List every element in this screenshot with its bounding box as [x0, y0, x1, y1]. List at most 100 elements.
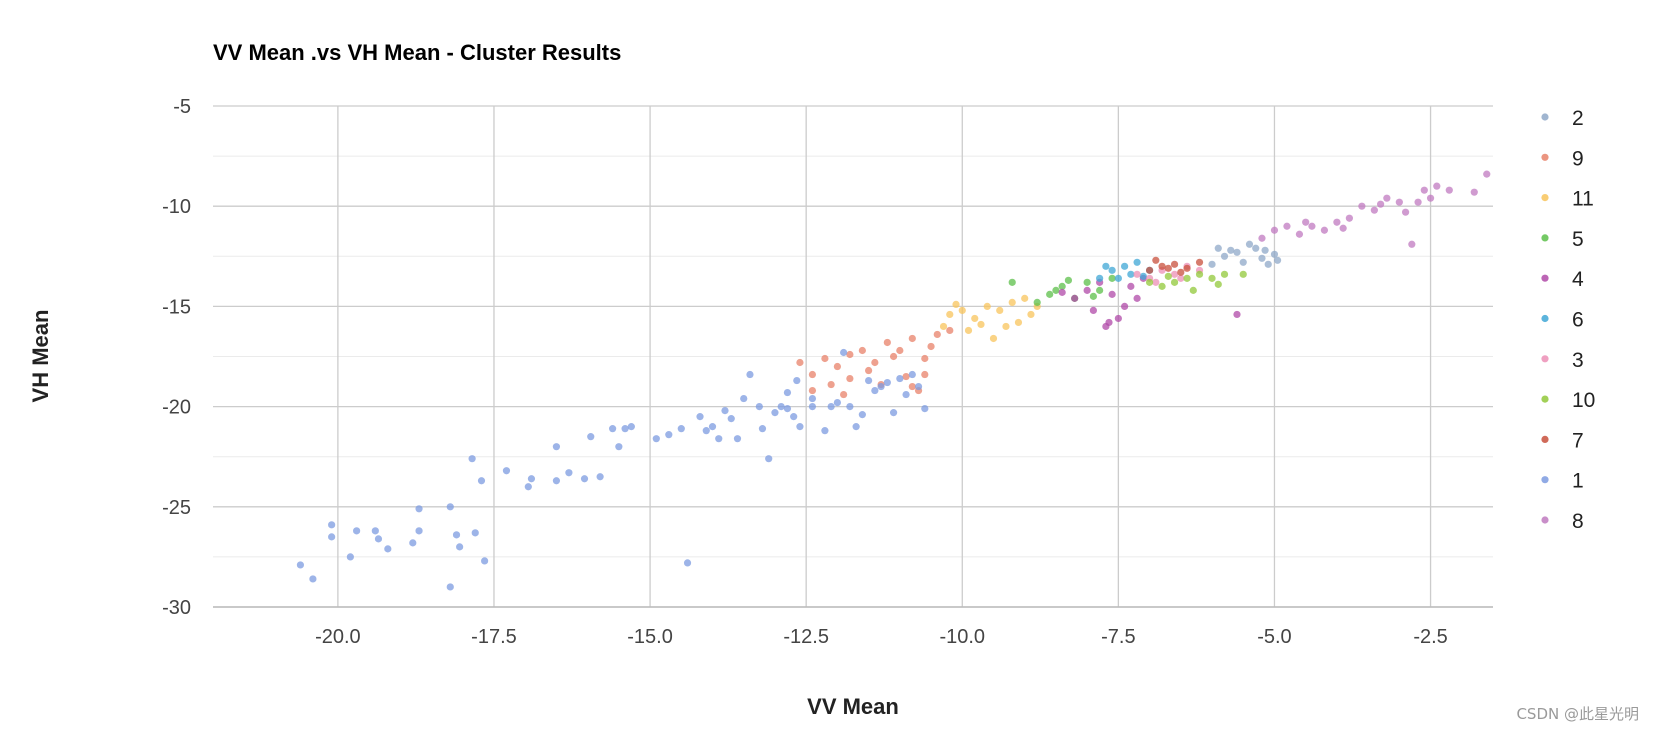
data-point [1121, 262, 1129, 270]
data-point [858, 346, 866, 355]
data-point [446, 583, 454, 591]
data-point [1370, 206, 1378, 214]
data-point [914, 382, 923, 391]
data-point [1033, 298, 1041, 306]
data-point [353, 527, 361, 535]
legend-item[interactable]: 2 [1541, 107, 1584, 130]
data-point [1245, 240, 1254, 248]
data-point [1133, 270, 1141, 278]
data-point [808, 386, 817, 395]
data-point [1208, 260, 1216, 268]
data-point [902, 372, 910, 381]
data-point [296, 561, 305, 569]
data-point [958, 306, 966, 315]
data-point [702, 427, 710, 435]
data-point [1170, 270, 1179, 278]
data-point [1083, 286, 1091, 294]
data-point [1333, 218, 1341, 226]
legend-item[interactable]: 5 [1541, 228, 1584, 251]
data-point [1345, 214, 1353, 222]
data-point [1127, 270, 1135, 278]
data-point [587, 433, 595, 441]
data-point [755, 403, 763, 411]
data-point [1096, 286, 1104, 294]
data-point [896, 374, 904, 383]
series-8 [1258, 170, 1491, 248]
watermark: CSDN @此星光明 [1516, 705, 1639, 723]
legend-marker [1541, 274, 1549, 282]
data-point [481, 557, 489, 565]
legend-label: 5 [1572, 228, 1584, 251]
series-9 [796, 326, 954, 399]
data-point [627, 423, 635, 431]
data-point [1089, 292, 1097, 300]
data-point [1414, 198, 1422, 206]
legend: 2 9 11 5 4 6 3 10 7 1 8 [1541, 107, 1595, 533]
data-point [409, 539, 417, 547]
legend-item[interactable]: 11 [1541, 188, 1594, 211]
data-point [1320, 226, 1329, 234]
data-point [1145, 266, 1154, 274]
data-point [1105, 318, 1113, 327]
legend-marker [1541, 194, 1549, 202]
data-point [1189, 286, 1197, 294]
data-point [865, 376, 873, 385]
legend-marker [1541, 153, 1549, 161]
x-axis-title: VV Mean [807, 694, 899, 719]
legend-item[interactable]: 9 [1541, 147, 1584, 170]
data-point [777, 403, 785, 411]
data-point [1377, 200, 1385, 208]
y-tick-label: -20 [162, 397, 191, 419]
data-point [1233, 310, 1241, 319]
data-point [933, 330, 941, 339]
data-point [1408, 240, 1416, 248]
legend-label: 7 [1572, 429, 1584, 452]
legend-item[interactable]: 1 [1541, 470, 1584, 493]
legend-item[interactable]: 3 [1541, 349, 1584, 372]
data-point [896, 346, 904, 355]
data-point [415, 505, 423, 513]
data-point [468, 455, 476, 463]
y-tick-label: -15 [162, 296, 191, 318]
x-tick-label: -7.5 [1101, 626, 1135, 648]
data-point [1139, 272, 1147, 280]
data-point [1401, 208, 1410, 216]
data-point [621, 425, 629, 433]
legend-marker [1541, 516, 1549, 524]
data-point [309, 575, 317, 583]
data-point [871, 386, 879, 395]
data-point [1114, 314, 1122, 323]
data-point [1426, 194, 1435, 202]
legend-label: 1 [1572, 470, 1584, 493]
data-point [808, 370, 817, 379]
data-point [840, 390, 848, 399]
legend-item[interactable]: 8 [1541, 510, 1584, 533]
data-point [821, 427, 829, 435]
data-point [683, 559, 692, 567]
x-tick-label: -12.5 [783, 626, 829, 648]
y-tick-label: -5 [173, 96, 191, 118]
legend-item[interactable]: 10 [1541, 389, 1595, 412]
data-point [371, 527, 379, 535]
data-point [1264, 260, 1272, 268]
data-point [1164, 264, 1172, 272]
data-point [877, 382, 885, 391]
legend-label: 2 [1572, 107, 1584, 130]
data-point [1261, 246, 1269, 254]
data-point [889, 409, 898, 417]
legend-label: 3 [1572, 349, 1584, 372]
data-point [946, 310, 954, 319]
data-point [808, 403, 817, 411]
legend-label: 8 [1572, 510, 1584, 533]
series-10 [1145, 270, 1247, 294]
legend-item[interactable]: 6 [1541, 309, 1584, 332]
data-point [939, 322, 948, 331]
legend-item[interactable]: 7 [1541, 429, 1584, 452]
data-point [1470, 188, 1478, 196]
legend-marker [1541, 113, 1549, 121]
legend-item[interactable]: 4 [1541, 268, 1584, 291]
data-point [1164, 272, 1172, 280]
data-point [840, 348, 848, 357]
data-point [765, 455, 773, 463]
